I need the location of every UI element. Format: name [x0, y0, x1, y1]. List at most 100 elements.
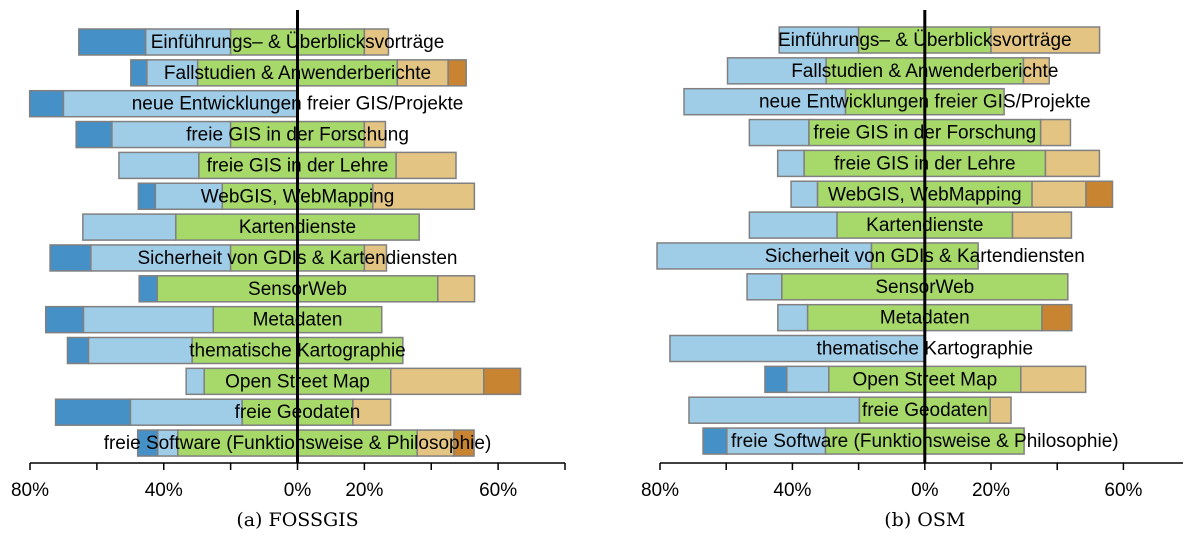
category-label: freie Geodaten [862, 400, 988, 421]
bar-segment [363, 28, 390, 56]
x-tick-label: 0% [284, 480, 312, 501]
category-label: freie Software (Funktionsweise & Philoso… [104, 433, 492, 454]
bar-segment [371, 182, 476, 210]
category-label: thematische Kartographie [189, 341, 406, 362]
bar-segment [786, 365, 830, 394]
caption: (a) FOSSGIS [236, 509, 358, 531]
bar-segment [82, 213, 177, 241]
bar-segment [764, 365, 788, 394]
category-label: Kartendienste [239, 217, 356, 238]
category-label: freie Geodaten [235, 402, 361, 423]
bar-segment [688, 396, 861, 424]
bar-segment [1011, 211, 1073, 239]
bar-segment [748, 211, 838, 239]
bar-segment [138, 275, 158, 303]
bar-segment [185, 367, 205, 396]
x-tick-label: 60% [1104, 480, 1142, 501]
bar-segment [669, 334, 926, 363]
category-label: neue Entwicklungen freier GIS/Projekte [132, 94, 464, 115]
bar-segment [790, 180, 819, 208]
category-label: Sicherheit von GDIs & Kartendiensten [765, 246, 1085, 267]
bar-segment [130, 59, 148, 87]
category-label: thematische Kartographie [817, 339, 1034, 360]
bar-segment [118, 151, 200, 180]
bar-segment [437, 275, 476, 303]
bar-segment [1020, 365, 1087, 394]
bar-segment [702, 427, 728, 455]
category-label: freie GIS in der Forschung [813, 123, 1036, 144]
category-label: Metadaten [880, 308, 970, 329]
bar-segment [1044, 149, 1101, 178]
category-label: Fallstudien & Anwenderberichte [791, 61, 1058, 82]
bar-segment [1022, 57, 1051, 85]
category-label: freie Software (Funktionsweise & Philoso… [731, 431, 1119, 452]
category-label: Metadaten [253, 310, 343, 331]
bar-segment [1039, 118, 1072, 147]
x-tick-label: 0% [911, 480, 939, 501]
bar-segment [447, 59, 467, 87]
bar-segment [989, 396, 1012, 424]
bar-segment [748, 118, 810, 147]
bar-segment [363, 120, 387, 149]
bar-segment [1085, 180, 1114, 208]
category-label: WebGIS, WebMapping [201, 186, 395, 207]
bar-segment [363, 244, 388, 272]
bar-segment [28, 89, 65, 118]
bar-segment [44, 305, 85, 334]
bar-segment [82, 305, 214, 334]
category-label: Einführungs– & Überblicksvorträge [778, 30, 1072, 51]
bar-segment [75, 120, 113, 149]
bar-segment [78, 28, 147, 56]
bar-segment [1041, 303, 1073, 332]
bar-segment [352, 398, 392, 426]
bar-segment [90, 244, 232, 272]
caption: (b) OSM [884, 509, 965, 531]
bar-segment [776, 149, 805, 178]
category-label: neue Entwicklungen freier GIS/Projekte [759, 92, 1091, 113]
bar-segment [111, 120, 232, 149]
category-label: SensorWeb [875, 277, 974, 298]
x-tick-label: 20% [345, 480, 383, 501]
bar-segment [1031, 180, 1087, 208]
category-label: Open Street Map [852, 369, 997, 390]
bar-segment [396, 59, 449, 87]
x-tick-label: 40% [773, 480, 811, 501]
bar-segment [453, 429, 475, 457]
bar-segment [49, 244, 92, 272]
bar-segment [683, 87, 847, 116]
x-tick-label: 60% [479, 480, 517, 501]
bar-segment [154, 182, 224, 210]
bar-segment [416, 429, 455, 457]
bar-segment [726, 427, 827, 455]
bar-segment [54, 398, 132, 426]
bar-segment [778, 26, 860, 54]
bar-segment [390, 367, 485, 396]
bar-segment [87, 336, 193, 365]
bar-segment [66, 336, 90, 365]
category-label: freie GIS in der Lehre [207, 155, 389, 176]
category-label: Open Street Map [225, 371, 370, 392]
category-label: Sicherheit von GDIs & Kartendiensten [137, 248, 457, 269]
bar-segment [129, 398, 243, 426]
bar-segment [746, 273, 783, 301]
bar-segment [395, 151, 457, 180]
bar-segment [137, 182, 157, 210]
category-label: WebGIS, WebMapping [828, 184, 1022, 205]
bar-segment [482, 367, 522, 396]
bar-segment [144, 28, 232, 56]
category-label: SensorWeb [248, 279, 347, 300]
bar-segment [726, 57, 827, 85]
x-tick-label: 40% [145, 480, 183, 501]
category-label: freie GIS in der Forschung [186, 125, 409, 146]
category-label: freie GIS in der Lehre [834, 153, 1016, 174]
bar-segment [990, 26, 1101, 54]
category-label: Kartendienste [866, 215, 983, 236]
category-label: Einführungs– & Überblicksvorträge [151, 32, 445, 53]
category-label: Fallstudien & Anwenderberichte [164, 63, 431, 84]
bar-segment [777, 303, 809, 332]
x-tick-label: 80% [11, 480, 49, 501]
x-tick-label: 80% [641, 480, 679, 501]
bar-segment [62, 89, 299, 118]
x-tick-label: 20% [972, 480, 1010, 501]
